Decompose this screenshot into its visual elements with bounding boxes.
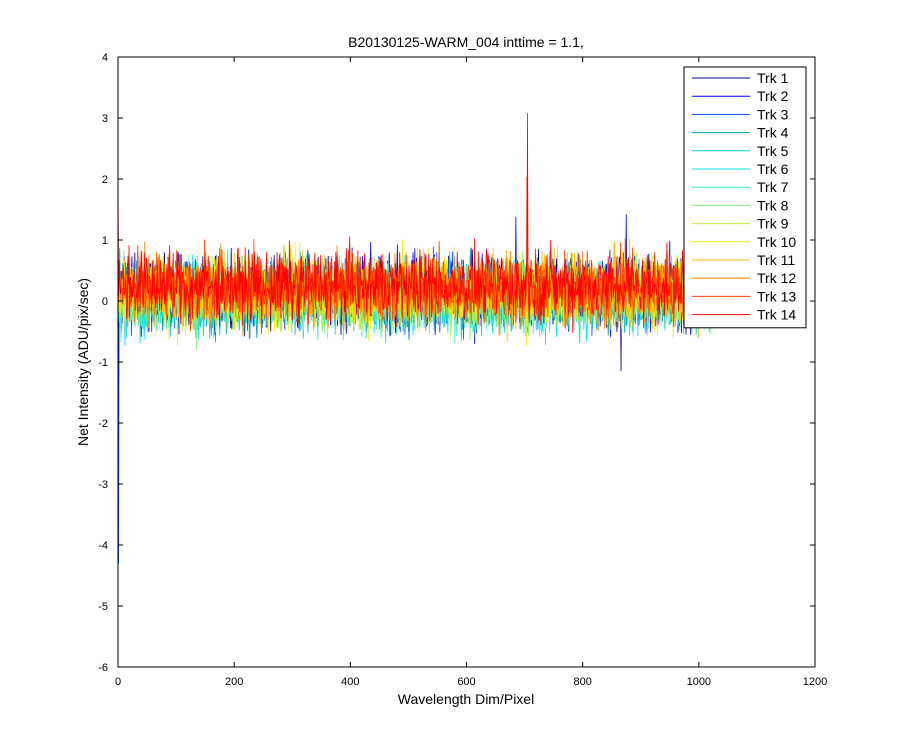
legend-label: Trk 8: [757, 197, 789, 213]
y-axis: -6 -5 -4 -3 -2 -1 0 1 2 3 4: [98, 52, 815, 674]
y-tick-label: 0: [102, 296, 108, 308]
legend-label: Trk 13: [757, 288, 796, 304]
y-tick-label: 3: [102, 113, 108, 125]
legend-label: Trk 5: [757, 143, 789, 159]
legend-label: Trk 14: [757, 307, 796, 323]
y-tick-label: 4: [102, 52, 108, 64]
y-tick-label: -5: [98, 601, 108, 613]
legend-label: Trk 4: [757, 125, 789, 141]
legend-label: Trk 3: [757, 106, 789, 122]
y-tick-label: -3: [98, 479, 108, 491]
series-line: [117, 113, 713, 333]
chart-title: B20130125-WARM_004 inttime = 1.1,: [348, 34, 584, 50]
legend-box: [683, 66, 807, 329]
x-tick-label: 1000: [687, 676, 711, 688]
x-tick-label: 0: [115, 676, 121, 688]
y-tick-label: -1: [98, 357, 108, 369]
x-tick-label: 600: [457, 676, 475, 688]
y-tick-label: 1: [102, 235, 108, 247]
x-tick-label: 400: [341, 676, 359, 688]
legend-label: Trk 7: [757, 179, 789, 195]
legend-label: Trk 12: [757, 270, 796, 286]
legend: Trk 1 Trk 2 Trk 3 Trk 4 Trk 5 Trk 6 Trk 7 Trk 8…: [683, 66, 807, 329]
x-tick-label: 800: [573, 676, 591, 688]
y-axis-label: Net Intensity (ADU/pix/sec): [75, 278, 91, 446]
legend-label: Trk 10: [757, 234, 796, 250]
y-tick-label: 2: [102, 174, 108, 186]
x-axis-label: Wavelength Dim/Pixel: [398, 691, 534, 707]
x-tick-label: 1200: [803, 676, 827, 688]
legend-label: Trk 6: [757, 161, 789, 177]
y-tick-label: -4: [98, 540, 108, 552]
y-tick-label: -6: [98, 662, 108, 674]
x-axis: 0 200 400 600 800 1000 1200: [115, 57, 827, 688]
legend-label: Trk 9: [757, 216, 789, 232]
legend-label: Trk 2: [757, 88, 789, 104]
legend-label: Trk 11: [757, 252, 795, 268]
x-tick-label: 200: [225, 676, 243, 688]
y-tick-label: -2: [98, 418, 108, 430]
legend-label: Trk 1: [757, 70, 789, 86]
series-layer: [117, 113, 713, 564]
